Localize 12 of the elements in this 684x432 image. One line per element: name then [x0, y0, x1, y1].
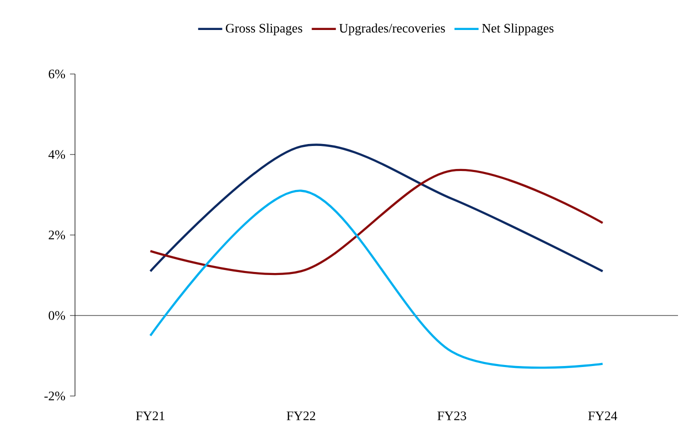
x-tick-label: FY23 [438, 412, 466, 420]
y-tick-label: -2% [44, 392, 66, 400]
y-tick-label: 0% [48, 311, 66, 320]
x-tick-label: FY24 [588, 412, 618, 420]
y-tick-label: 2% [48, 230, 66, 240]
legend-label: Net Slippages [482, 23, 554, 36]
legend-label: Gross Slipages [226, 23, 302, 36]
legend-label: Upgrades/recoveries [339, 23, 445, 36]
x-tick-label: FY21 [136, 412, 164, 420]
y-tick-label: 4% [48, 150, 66, 159]
y-tick-label: 6% [48, 70, 66, 78]
x-tick-label: FY22 [286, 412, 316, 420]
